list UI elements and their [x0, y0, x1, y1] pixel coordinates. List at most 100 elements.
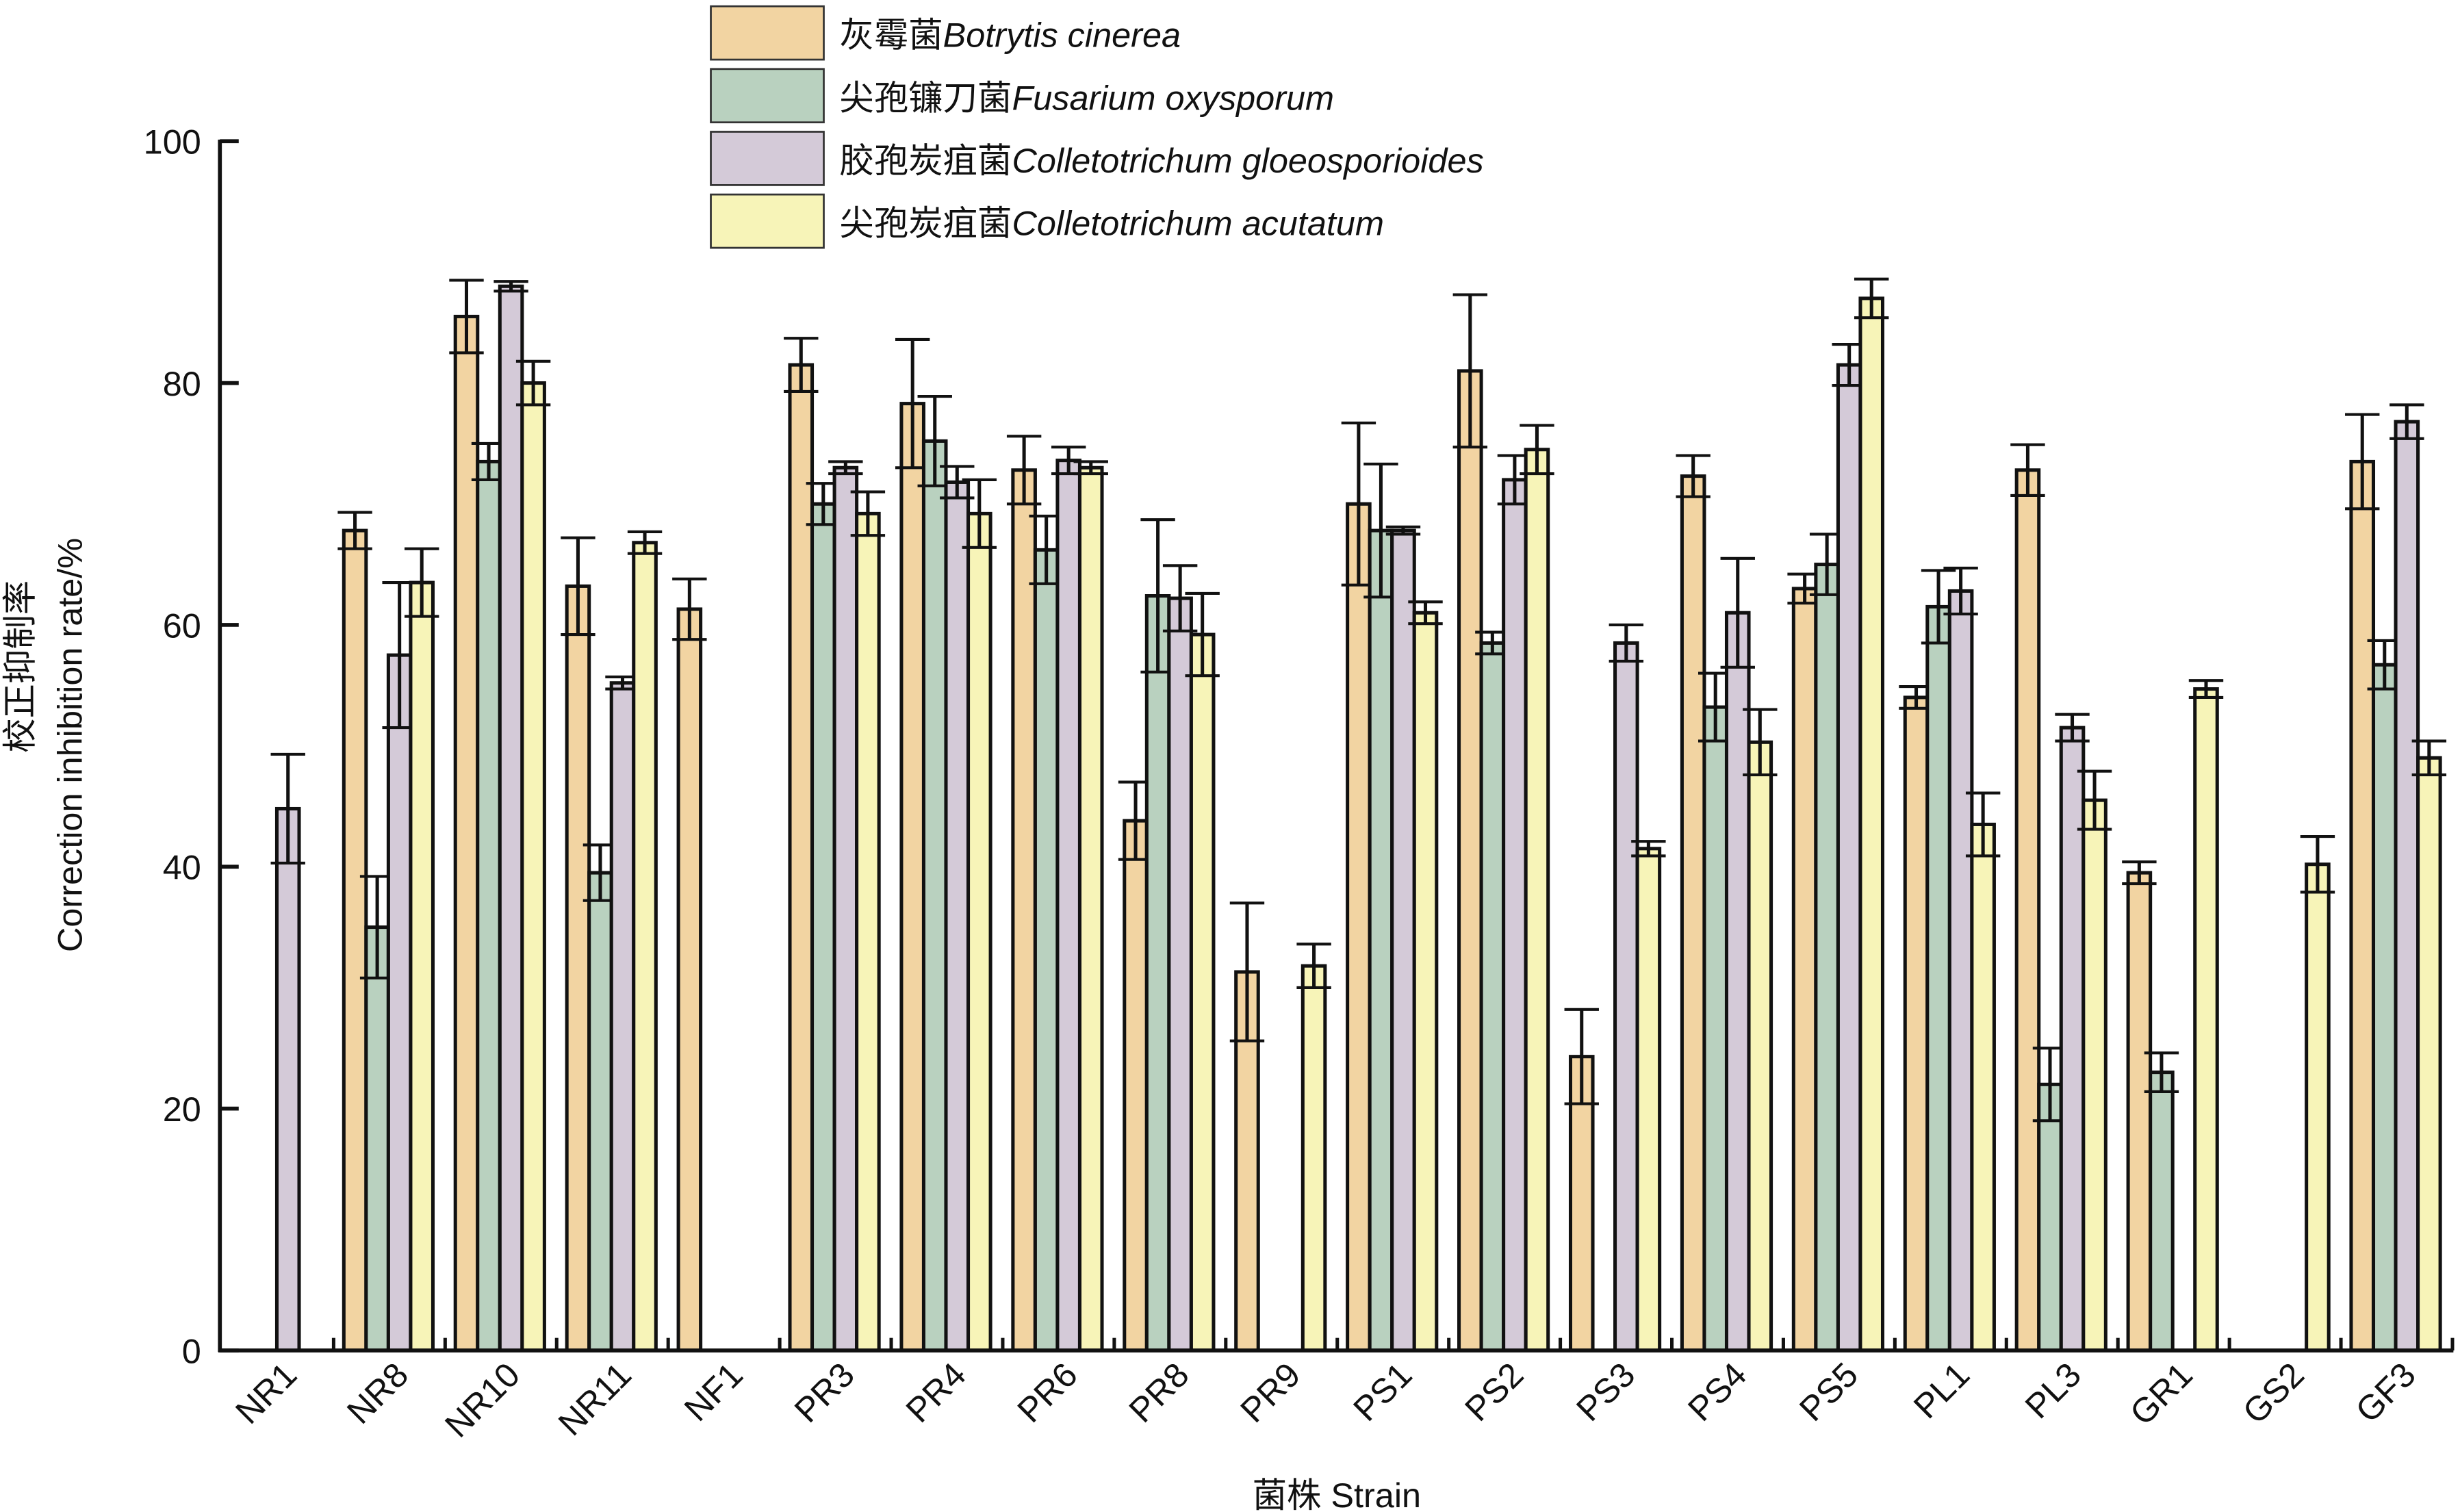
bar-PR4-series-1 — [921, 439, 948, 1353]
bar-GF3-series-2 — [2394, 420, 2420, 1353]
x-tick-label: NR10 — [437, 1355, 527, 1444]
bar-PL3-series-2 — [2059, 726, 2086, 1353]
y-tick-label: 60 — [163, 606, 201, 645]
x-tick-label: PL3 — [2017, 1355, 2088, 1426]
bar-PR3-series-3 — [855, 511, 881, 1353]
bar-PR4-series-2 — [944, 480, 971, 1353]
y-tick-label: 40 — [163, 848, 201, 887]
x-tick-label: PS2 — [1457, 1355, 1531, 1428]
x-tick-label: PR9 — [1233, 1355, 1308, 1430]
bar-NR10-series-3 — [520, 381, 546, 1353]
y-tick-label: 100 — [144, 123, 201, 162]
x-tick-label: PS3 — [1569, 1355, 1643, 1428]
bar-PS5-series-1 — [1814, 563, 1840, 1353]
bar-GF3-series-3 — [2416, 756, 2442, 1353]
bar-GS2-series-3 — [2305, 862, 2331, 1353]
bar-PS4-series-1 — [1702, 705, 1729, 1353]
bar-NR11-series-0 — [565, 584, 591, 1353]
y-tick-label: 20 — [163, 1090, 201, 1129]
bar-PR6-series-1 — [1033, 548, 1060, 1353]
legend-label-cn: 尖孢炭疽菌 — [839, 204, 1012, 243]
y-tick-label: 0 — [182, 1331, 201, 1370]
legend-label-cn: 胶孢炭疽菌 — [839, 141, 1012, 180]
bar-PS5-series-0 — [1791, 587, 1818, 1353]
legend-label-cn: 尖孢镰刀菌 — [839, 78, 1012, 117]
x-tick-label: NR8 — [339, 1355, 416, 1431]
x-tick-label: GF3 — [2348, 1355, 2423, 1430]
x-tick-label: PS4 — [1680, 1355, 1754, 1428]
y-axis-label-cn: 校正抑制率 — [0, 580, 39, 753]
legend-label-latin: Botrytis cinerea — [943, 16, 1181, 55]
x-tick-label: PL1 — [1906, 1355, 1977, 1426]
y-ticks: 0 20 40 60 80 100 — [144, 123, 239, 1370]
bar-PR6-series-2 — [1055, 459, 1081, 1353]
bar-PR6-series-3 — [1077, 465, 1104, 1353]
bar-PS1-series-1 — [1368, 528, 1394, 1353]
bars-layer — [270, 277, 2447, 1353]
legend-label: 尖孢炭疽菌Colletotrichum acutatum — [839, 204, 1384, 243]
x-tick-label: NR1 — [228, 1355, 305, 1431]
x-tick-label: NF1 — [676, 1355, 750, 1428]
bar-NR8-series-2 — [386, 653, 413, 1353]
bar-PR3-series-0 — [788, 363, 815, 1353]
bar-GF3-series-0 — [2349, 459, 2376, 1353]
bar-PS4-series-3 — [1747, 740, 1773, 1353]
bar-NR8-series-0 — [342, 528, 368, 1353]
bar-PR4-series-3 — [966, 511, 992, 1353]
bar-PS5-series-3 — [1858, 296, 1885, 1353]
bar-NR8-series-1 — [364, 925, 390, 1353]
bar-NF1-series-0 — [676, 607, 703, 1353]
bar-NR10-series-0 — [453, 314, 480, 1353]
y-axis-label-en: Correction inhibition rate/% — [51, 538, 90, 952]
x-axis-label: 菌株 Strain — [1253, 1476, 1422, 1512]
x-tick-label: PR3 — [786, 1355, 862, 1430]
legend-label: 尖孢镰刀菌Fusarium oxysporum — [839, 78, 1334, 117]
bar-PS2-series-2 — [1502, 478, 1528, 1353]
bar-PL3-series-1 — [2037, 1082, 2063, 1353]
x-tick-label: GR1 — [2122, 1355, 2200, 1433]
bar-PL3-series-0 — [2014, 468, 2041, 1353]
x-tick-label: GS2 — [2235, 1355, 2311, 1431]
bar-GR1-series-1 — [2149, 1071, 2175, 1353]
bar-PS3-series-3 — [1635, 847, 1662, 1353]
bar-PS3-series-2 — [1613, 641, 1639, 1353]
bar-PL1-series-1 — [1925, 604, 1951, 1353]
legend-swatch — [710, 131, 825, 186]
x-tick-label: NR11 — [550, 1355, 639, 1443]
bar-PS5-series-2 — [1836, 363, 1862, 1353]
legend-label: 胶孢炭疽菌Colletotrichum gloeosporioides — [839, 141, 1483, 180]
x-tick-label: PR8 — [1121, 1355, 1196, 1430]
bar-PS4-series-2 — [1724, 611, 1751, 1353]
y-tick-label: 80 — [163, 364, 201, 403]
bar-PR4-series-0 — [899, 402, 925, 1353]
legend-swatch — [710, 5, 825, 61]
bar-NR10-series-1 — [476, 459, 502, 1353]
x-tick-label: PS1 — [1346, 1355, 1420, 1428]
bar-PL1-series-3 — [1970, 822, 1996, 1353]
x-tick-label: PR4 — [898, 1355, 973, 1430]
bar-PR9-series-3 — [1301, 964, 1327, 1353]
legend: 灰霉菌Botrytis cinerea 尖孢镰刀菌Fusarium oxyspor… — [710, 5, 1484, 249]
axes — [218, 139, 2454, 1353]
bar-PS2-series-0 — [1457, 369, 1483, 1353]
bar-NR11-series-1 — [587, 871, 613, 1353]
bar-PR8-series-3 — [1189, 632, 1216, 1353]
bar-PR6-series-0 — [1011, 468, 1037, 1353]
bar-PR8-series-0 — [1123, 819, 1149, 1353]
legend-label-latin: Fusarium oxysporum — [1012, 78, 1334, 117]
bar-PS1-series-0 — [1346, 502, 1372, 1353]
bar-PR8-series-2 — [1167, 596, 1193, 1353]
bar-NR1-series-2 — [274, 806, 301, 1353]
bar-GR1-series-3 — [2193, 687, 2219, 1353]
bar-NR11-series-3 — [632, 541, 658, 1353]
bar-PS4-series-0 — [1680, 474, 1706, 1353]
bar-NR10-series-2 — [498, 284, 524, 1353]
bar-PL1-series-2 — [1947, 589, 1974, 1353]
bar-PS1-series-3 — [1412, 611, 1439, 1353]
legend-swatch — [710, 193, 825, 249]
bar-PL1-series-0 — [1903, 695, 1930, 1353]
bar-PS2-series-3 — [1524, 448, 1550, 1353]
x-ticks: NR1 NR8 NR10 NR11 NF1 PR3 PR4 PR6 PR8 PR9 PS1 PS2 PS… — [228, 1337, 2455, 1445]
legend-label-latin: Colletotrichum gloeosporioides — [1012, 141, 1483, 180]
legend-label: 灰霉菌Botrytis cinerea — [839, 16, 1181, 55]
